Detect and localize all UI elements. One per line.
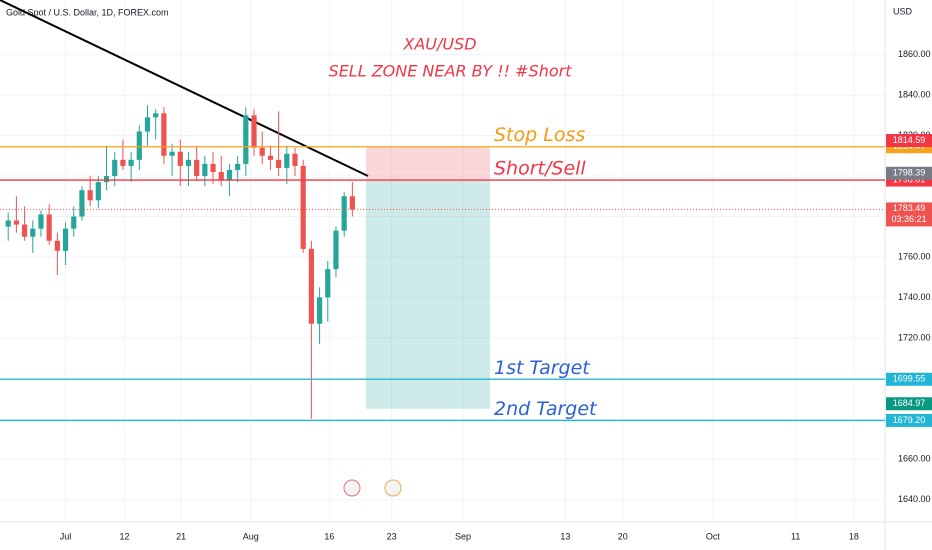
y-tick-label: 1760.00 [898, 251, 931, 261]
price-badge [886, 397, 932, 411]
candle-body [79, 190, 85, 217]
candle-body [112, 159, 118, 177]
price-badge [886, 413, 932, 427]
candle-body [30, 228, 36, 237]
price-badge [886, 202, 932, 227]
price-badge-text: 1814.59 [893, 135, 926, 145]
x-tick-label: 12 [120, 531, 130, 541]
candle-body [120, 159, 126, 166]
candle-body [62, 228, 69, 251]
level-label: Stop Loss [494, 124, 585, 146]
candle-body [284, 153, 290, 168]
candle-body [71, 216, 77, 229]
candle-body [259, 147, 265, 156]
y-tick-label: 1660.00 [898, 454, 931, 464]
candle-body [103, 176, 110, 183]
price-badge [886, 372, 932, 386]
event-icon[interactable] [384, 479, 402, 497]
price-badge [886, 166, 932, 180]
candle-body [276, 159, 282, 168]
candle-body [136, 131, 142, 160]
symbol-header: Gold Spot / U.S. Dollar, 1D, FOREX.com [6, 7, 169, 17]
candle-body [300, 165, 306, 249]
candle-body [235, 163, 241, 170]
event-icons[interactable] [343, 479, 402, 497]
candle-body [349, 196, 355, 210]
candle-body [169, 151, 175, 156]
candle-body [243, 115, 249, 164]
candle-body [341, 196, 347, 231]
x-tick-label: Sep [455, 531, 471, 541]
candle-body [38, 214, 44, 229]
y-tick-label: 1860.00 [898, 49, 931, 59]
candle-body [13, 220, 19, 225]
x-tick-label: Oct [706, 531, 721, 541]
candle-body [308, 248, 314, 324]
candle-body [95, 182, 101, 201]
candle-body [46, 214, 52, 241]
currency: USD [893, 6, 913, 16]
x-tick-label: Aug [243, 531, 259, 541]
x-tick-label: 13 [560, 531, 570, 541]
candle-body [316, 297, 323, 324]
price-badge-text: 1684.97 [893, 398, 926, 408]
candle-body [202, 163, 208, 177]
candle-body [153, 113, 159, 118]
event-icon[interactable] [343, 479, 361, 497]
candle-body [144, 117, 151, 132]
candle-body [5, 220, 11, 227]
x-tick-label: 20 [618, 531, 628, 541]
candle-body [87, 190, 93, 201]
candle-body [128, 159, 134, 166]
grid [0, 0, 885, 522]
price-badge-text: 1783.49 [893, 203, 926, 213]
countdown: 03:36:21 [891, 214, 926, 224]
candle-body [185, 159, 192, 166]
x-tick-label: 11 [791, 531, 800, 541]
candle-body [194, 159, 200, 177]
candle-body [251, 115, 257, 148]
candle-body [218, 171, 224, 181]
candle-body [292, 153, 298, 166]
price-badge-text: 1679.20 [893, 415, 926, 425]
level-label: Short/Sell [494, 158, 586, 180]
y-tick-label: 1640.00 [898, 494, 931, 504]
price-badge [886, 134, 932, 148]
candle-body [325, 269, 331, 298]
y-tick-label: 1720.00 [898, 332, 931, 342]
x-tick-label: 21 [176, 531, 186, 541]
x-tick-label: 16 [324, 531, 334, 541]
level-label: 2nd Target [494, 398, 598, 420]
price-badge-text: 1699.55 [893, 374, 926, 384]
y-tick-label: 1840.00 [898, 89, 931, 99]
candle-body [161, 113, 167, 156]
candle-body [226, 169, 233, 181]
x-tick-label: 23 [387, 531, 397, 541]
candle-body [177, 151, 183, 166]
candle-body [21, 224, 28, 237]
idea-subtitle: SELL ZONE NEAR BY !! #Short [329, 62, 573, 81]
candle-body [267, 155, 274, 160]
level-label: 1st Target [494, 357, 591, 379]
candle-body [54, 240, 60, 251]
x-tick-label: 18 [849, 531, 859, 541]
candle-body [333, 230, 339, 270]
target-zone [366, 179, 490, 409]
price-badge-text: 1798.39 [893, 168, 926, 178]
x-tick-label: Jul [60, 531, 72, 541]
candle-body [210, 163, 216, 172]
idea-title: XAU/USD [402, 35, 476, 54]
stop-zone [366, 146, 490, 180]
y-tick-label: 1740.00 [898, 292, 931, 302]
